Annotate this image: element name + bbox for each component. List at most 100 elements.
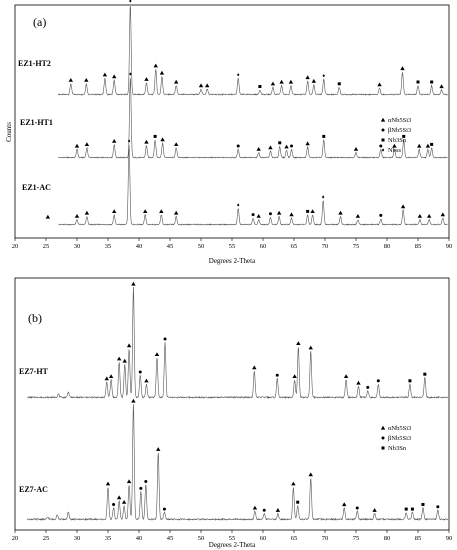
- panel-b-x-ticks: 20 25 30 35 40 45 50 55 60 65 70 75 80 85 90: [12, 530, 453, 542]
- peak-marker-triangle: [417, 214, 423, 218]
- peak-marker-triangle: [126, 479, 132, 484]
- peak-marker-circle: [163, 337, 167, 341]
- panel-b: (b) EZ7-HT EZ7-AC Degrees 2-Theta 20 25 30…: [12, 277, 453, 549]
- peak-marker-triangle: [84, 142, 90, 146]
- peak-marker-triangle: [105, 481, 111, 486]
- peak-marker-triangle: [144, 378, 149, 383]
- peak-marker-triangle: [275, 508, 281, 512]
- x-tick-label: 85: [415, 243, 422, 250]
- legend-label: αNb5Si3: [388, 425, 411, 432]
- legend-label: αNb5Si3: [388, 117, 411, 124]
- x-tick-label: 70: [322, 535, 329, 542]
- peak-marker-triangle: [356, 380, 361, 385]
- peak-marker-triangle: [440, 212, 445, 217]
- peak-marker-triangle: [68, 78, 73, 82]
- peak-marker-triangle: [372, 508, 377, 512]
- x-tick-label: 65: [291, 535, 298, 542]
- x-tick-label: 75: [353, 535, 360, 542]
- peak-marker-triangle: [143, 209, 148, 213]
- peak-marker-square: [258, 85, 262, 88]
- panel-b-label: (b): [28, 311, 42, 325]
- peak-marker-triangle: [116, 356, 122, 361]
- panel-a-legend: αNb5Si3 βNb5Si3 Nb3Sn Nbss: [380, 117, 411, 154]
- panel-b-frame: [14, 277, 450, 531]
- peak-marker-square: [337, 82, 341, 86]
- peak-marker-triangle: [112, 139, 117, 143]
- x-tick-label: 60: [260, 535, 267, 542]
- peak-marker-square: [322, 134, 326, 138]
- peak-marker-triangle: [377, 82, 382, 87]
- peak-marker-triangle: [355, 214, 361, 218]
- x-tick-label: 80: [384, 535, 391, 542]
- peak-marker-triangle: [174, 79, 179, 84]
- peak-marker-triangle: [104, 376, 109, 381]
- peak-marker-diamond: [237, 73, 240, 77]
- peak-marker-triangle: [144, 139, 149, 144]
- xrd-trace-ez1-ac: [58, 144, 448, 226]
- x-tick-label: 35: [105, 535, 112, 542]
- peak-marker-square: [404, 507, 408, 511]
- peak-marker-triangle: [425, 143, 431, 148]
- x-tick-label: 75: [353, 243, 360, 250]
- x-tick-label: 80: [384, 243, 391, 250]
- x-tick-label: 20: [12, 243, 19, 250]
- peak-marker-circle: [251, 213, 255, 217]
- peak-marker-triangle: [144, 77, 149, 81]
- peak-marker-circle: [379, 213, 383, 217]
- panel-b-xlabel: Degrees 2-Theta: [209, 541, 256, 549]
- x-tick-label: 45: [167, 243, 174, 250]
- peak-marker-triangle: [439, 84, 444, 89]
- peak-marker-circle: [139, 486, 143, 490]
- legend-label: Nb3Sn: [388, 445, 407, 452]
- peak-marker-triangle: [156, 447, 161, 451]
- peak-marker-triangle: [338, 210, 343, 215]
- peak-marker-triangle: [292, 374, 297, 378]
- legend-marker-square: [381, 446, 385, 450]
- peak-marker-triangle: [400, 204, 406, 209]
- x-tick-label: 30: [74, 535, 81, 542]
- peak-marker-circle: [376, 379, 380, 383]
- peak-marker-square: [421, 503, 425, 506]
- peak-marker-triangle: [256, 214, 261, 218]
- peak-marker-triangle: [84, 210, 90, 215]
- panel-a: (a) EZ1-HT2 EZ1-HT1 EZ1-AC Counts Degree…: [5, 0, 452, 265]
- x-tick-label: 40: [136, 243, 143, 250]
- legend-label: Nbss: [388, 147, 401, 154]
- xrd-trace-ez1-ht1: [58, 78, 448, 159]
- peak-marker-triangle: [256, 147, 261, 151]
- peak-marker-triangle: [102, 72, 108, 77]
- peak-marker-circle: [144, 480, 148, 483]
- peak-marker-triangle: [126, 343, 132, 348]
- peak-marker-triangle: [74, 143, 80, 148]
- peak-marker-square: [306, 209, 310, 213]
- peak-marker-triangle: [291, 481, 296, 486]
- peak-marker-diamond: [322, 74, 325, 78]
- x-tick-label: 90: [446, 535, 453, 542]
- peak-marker-square: [153, 134, 157, 138]
- peak-marker-triangle: [174, 142, 179, 146]
- peak-marker-square: [423, 372, 427, 376]
- peak-marker-triangle: [279, 79, 284, 84]
- peak-marker-diamond: [129, 0, 132, 3]
- peak-marker-square: [402, 134, 406, 138]
- peak-marker-circle: [236, 144, 240, 148]
- peak-marker-triangle: [400, 66, 405, 71]
- peak-marker-circle: [379, 144, 383, 148]
- peak-marker-triangle: [310, 209, 315, 213]
- x-tick-label: 30: [74, 243, 81, 250]
- peak-marker-circle: [262, 508, 266, 512]
- peak-marker-diamond: [129, 72, 132, 76]
- peak-marker-triangle: [252, 365, 257, 370]
- panel-b-traces: [27, 281, 449, 522]
- peak-marker-triangle: [159, 209, 164, 213]
- panel-a-ylabel: Counts: [5, 122, 13, 142]
- panel-a-traces: [45, 0, 448, 226]
- peak-marker-triangle: [342, 502, 347, 507]
- peak-marker-triangle: [343, 374, 349, 378]
- legend-marker-circle: [381, 436, 385, 440]
- peak-marker-triangle: [159, 70, 165, 75]
- peak-marker-circle: [290, 144, 294, 148]
- peak-marker-triangle: [252, 505, 258, 510]
- x-tick-label: 70: [322, 243, 329, 250]
